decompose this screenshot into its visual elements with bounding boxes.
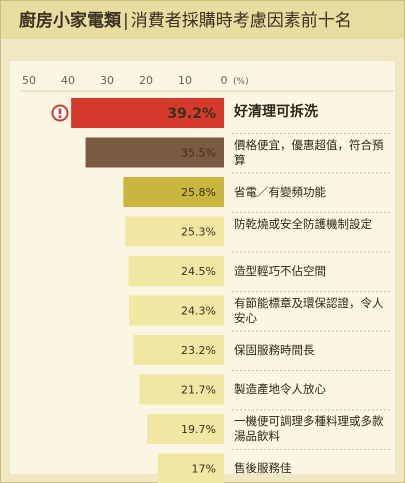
category-label: 省電／有變頻功能	[234, 184, 326, 199]
title-category: 廚房小家電類	[19, 11, 121, 31]
x-tick-label: 30	[100, 74, 114, 87]
title-bar: 廚房小家電類 | 消費者採購時考慮因素前十名	[1, 1, 404, 39]
category-label: 有節能標章及環保認證，令人安心	[234, 295, 384, 325]
page-title: 廚房小家電類 | 消費者採購時考慮因素前十名	[19, 9, 352, 33]
data-label: 39.2%	[167, 106, 216, 122]
category-label: 價格便宜，優惠超值，符合預算	[234, 137, 384, 167]
category-label: 製造產地令人放心	[234, 382, 326, 396]
title-subtitle: 消費者採購時考慮因素前十名	[130, 11, 352, 31]
data-label: 24.5%	[181, 265, 216, 278]
data-label: 17%	[192, 463, 216, 476]
icon-stroke	[58, 108, 62, 114]
x-tick-label: 50	[22, 74, 36, 87]
bar	[139, 374, 224, 405]
data-label: 25.3%	[181, 226, 216, 239]
title-separator: |	[123, 11, 129, 31]
bar	[85, 137, 224, 168]
data-label: 35.5%	[181, 147, 216, 160]
category-label: 防乾燒或安全防護機制設定	[234, 216, 372, 231]
data-label: 21.7%	[181, 384, 216, 397]
x-tick-label: 40	[61, 74, 75, 87]
icon-dot	[58, 115, 62, 118]
bar	[129, 295, 224, 326]
data-label: 23.2%	[181, 344, 216, 357]
x-tick-label: 10	[178, 74, 192, 87]
category-label: 好清理可拆洗	[234, 103, 318, 120]
data-label: 19.7%	[181, 423, 216, 436]
x-tick-label: 20	[139, 74, 153, 87]
x-axis-unit: (%)	[233, 77, 249, 87]
category-label: 造型輕巧不佔空間	[234, 263, 326, 278]
bar	[125, 216, 224, 247]
data-label: 25.8%	[181, 186, 216, 199]
bar	[133, 335, 224, 365]
exclamation-circle-icon	[51, 104, 69, 122]
bar	[157, 453, 224, 483]
bar	[123, 177, 224, 207]
category-label: 售後服務佳	[234, 461, 292, 475]
category-label: 保固服務時間長	[234, 342, 315, 357]
category-label: 一機便可調理多種料理或多款湯品飲料	[234, 414, 384, 443]
x-tick-label: 0	[221, 74, 228, 87]
bar	[147, 414, 224, 444]
bar	[71, 98, 225, 128]
data-label: 24.3%	[181, 305, 216, 318]
bar	[128, 256, 224, 286]
